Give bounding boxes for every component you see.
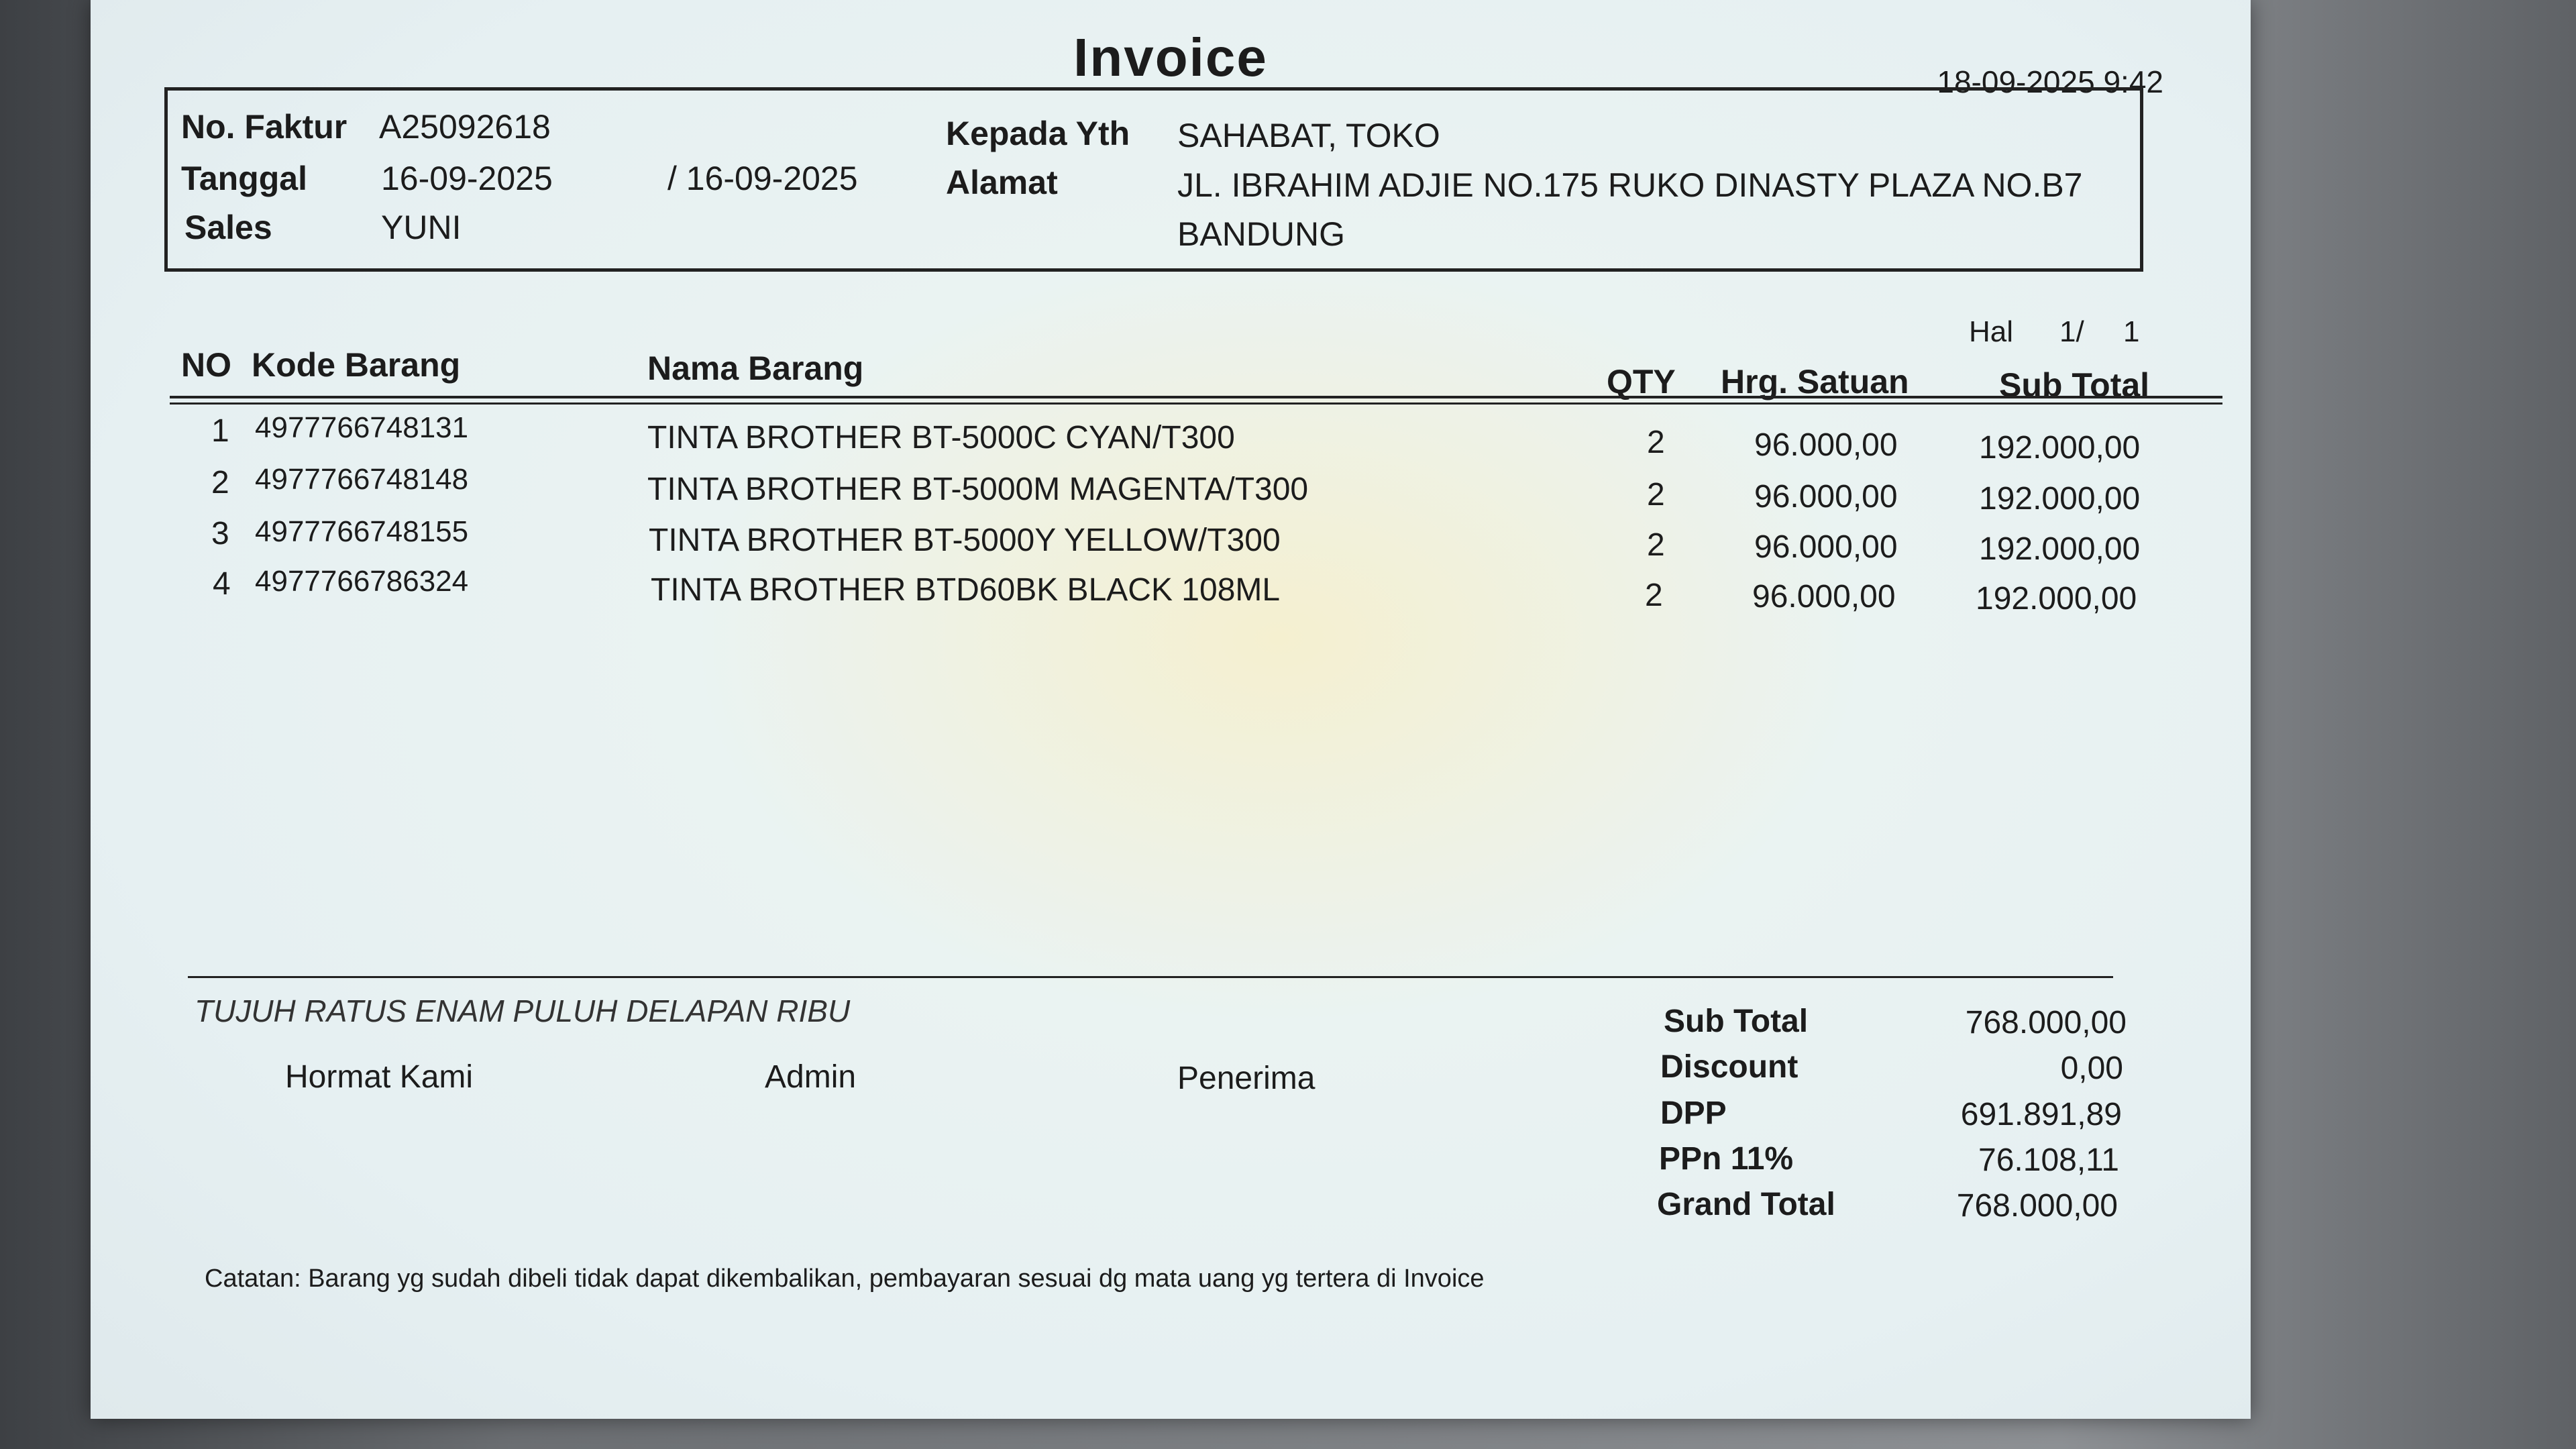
totals-subtotal-label: Sub Total — [1664, 1004, 1809, 1039]
totals-subtotal-value: 768.000,00 — [1965, 1005, 2127, 1040]
row-kode: 4977766786324 — [255, 565, 469, 598]
signature-hormat-kami: Hormat Kami — [285, 1059, 474, 1095]
page-current: 1/ — [2059, 315, 2084, 348]
signature-admin: Admin — [765, 1059, 857, 1095]
invoice-note: Catatan: Barang yg sudah dibeli tidak da… — [205, 1265, 1485, 1293]
row-kode: 4977766748148 — [255, 463, 469, 496]
sales-label: Sales — [184, 209, 272, 246]
row-no: 2 — [211, 465, 229, 500]
col-header-no: NO — [181, 346, 231, 384]
row-qty: 2 — [1645, 578, 1663, 613]
invoice-document: Invoice 18-09-2025 9:42 No. Faktur A2509… — [91, 0, 2251, 1419]
kepada-value: SAHABAT, TOKO — [1177, 117, 1440, 154]
col-header-harga: Hrg. Satuan — [1721, 363, 1909, 400]
row-no: 1 — [211, 413, 229, 449]
row-subtotal: 192.000,00 — [1979, 531, 2141, 567]
col-header-nama: Nama Barang — [647, 350, 864, 387]
tanggal-due-value: / 16-09-2025 — [667, 160, 858, 197]
footer-rule — [188, 976, 2113, 978]
row-kode: 4977766748131 — [255, 411, 469, 444]
row-harga: 96.000,00 — [1752, 579, 1896, 614]
row-nama: TINTA BROTHER BT-5000M MAGENTA/T300 — [647, 472, 1309, 507]
row-kode: 4977766748155 — [255, 515, 469, 548]
totals-ppn-value: 76.108,11 — [1978, 1142, 2119, 1178]
invoice-header-box: No. Faktur A25092618 Tanggal 16-09-2025 … — [164, 87, 2143, 272]
amount-in-words: TUJUH RATUS ENAM PULUH DELAPAN RIBU — [195, 994, 851, 1028]
alamat-line2: BANDUNG — [1177, 215, 1346, 253]
page-total: 1 — [2123, 315, 2140, 348]
row-no: 3 — [211, 516, 229, 551]
col-header-qty: QTY — [1607, 363, 1676, 400]
totals-grand-value: 768.000,00 — [1956, 1188, 2118, 1224]
row-qty: 2 — [1647, 527, 1665, 563]
row-no: 4 — [213, 566, 231, 602]
row-nama: TINTA BROTHER BT-5000C CYAN/T300 — [647, 420, 1235, 455]
totals-dpp-value: 691.891,89 — [1960, 1097, 2122, 1132]
totals-discount-value: 0,00 — [2060, 1051, 2123, 1086]
kepada-label: Kepada Yth — [946, 115, 1130, 152]
signature-penerima: Penerima — [1177, 1061, 1316, 1096]
row-qty: 2 — [1647, 477, 1665, 513]
sales-value: YUNI — [381, 209, 462, 246]
row-harga: 96.000,00 — [1754, 479, 1898, 515]
col-header-subtotal: Sub Total — [1999, 366, 2150, 404]
row-harga: 96.000,00 — [1754, 427, 1898, 463]
no-faktur-value: A25092618 — [379, 108, 551, 146]
tanggal-label: Tanggal — [181, 160, 307, 197]
row-nama: TINTA BROTHER BTD60BK BLACK 108ML — [651, 572, 1281, 608]
totals-ppn-label: PPn 11% — [1659, 1141, 1794, 1177]
totals-discount-label: Discount — [1660, 1049, 1799, 1085]
tanggal-value: 16-09-2025 — [381, 160, 553, 197]
printed-timestamp: 18-09-2025 9:42 — [1937, 64, 2163, 99]
alamat-label: Alamat — [946, 164, 1058, 201]
totals-grand-label: Grand Total — [1657, 1187, 1835, 1222]
row-nama: TINTA BROTHER BT-5000Y YELLOW/T300 — [649, 523, 1281, 558]
header-rule-bottom — [170, 402, 2222, 405]
row-qty: 2 — [1647, 425, 1665, 460]
alamat-line1: JL. IBRAHIM ADJIE NO.175 RUKO DINASTY PL… — [1177, 166, 2083, 204]
row-subtotal: 192.000,00 — [1976, 581, 2137, 616]
col-header-kode: Kode Barang — [252, 346, 461, 384]
totals-dpp-label: DPP — [1660, 1095, 1727, 1131]
row-subtotal: 192.000,00 — [1979, 430, 2141, 466]
header-rule-top — [170, 396, 2222, 398]
page-label: Hal — [1969, 315, 2014, 348]
no-faktur-label: No. Faktur — [181, 108, 347, 146]
row-subtotal: 192.000,00 — [1979, 481, 2141, 517]
row-harga: 96.000,00 — [1754, 529, 1898, 565]
invoice-title: Invoice — [1073, 28, 1268, 87]
